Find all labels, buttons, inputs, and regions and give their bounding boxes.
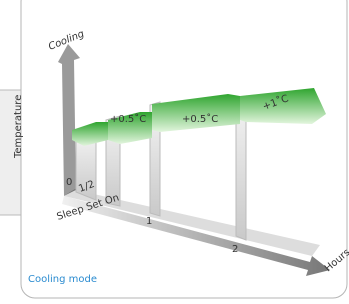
step-label: +0.5˚C — [182, 113, 218, 125]
step-label: +0.5˚C — [110, 113, 146, 125]
tick-label: 0 — [66, 177, 72, 188]
diagram: Cooling Temperature +0.5˚C +0.5˚C +1˚C 0… — [0, 0, 349, 300]
temperature-label: Temperature — [13, 95, 24, 159]
tick-label: 1 — [146, 216, 152, 227]
page: Cooling Temperature +0.5˚C +0.5˚C +1˚C 0… — [0, 0, 349, 300]
caption: Cooling mode — [28, 274, 97, 285]
tick-label: 2 — [232, 244, 238, 255]
